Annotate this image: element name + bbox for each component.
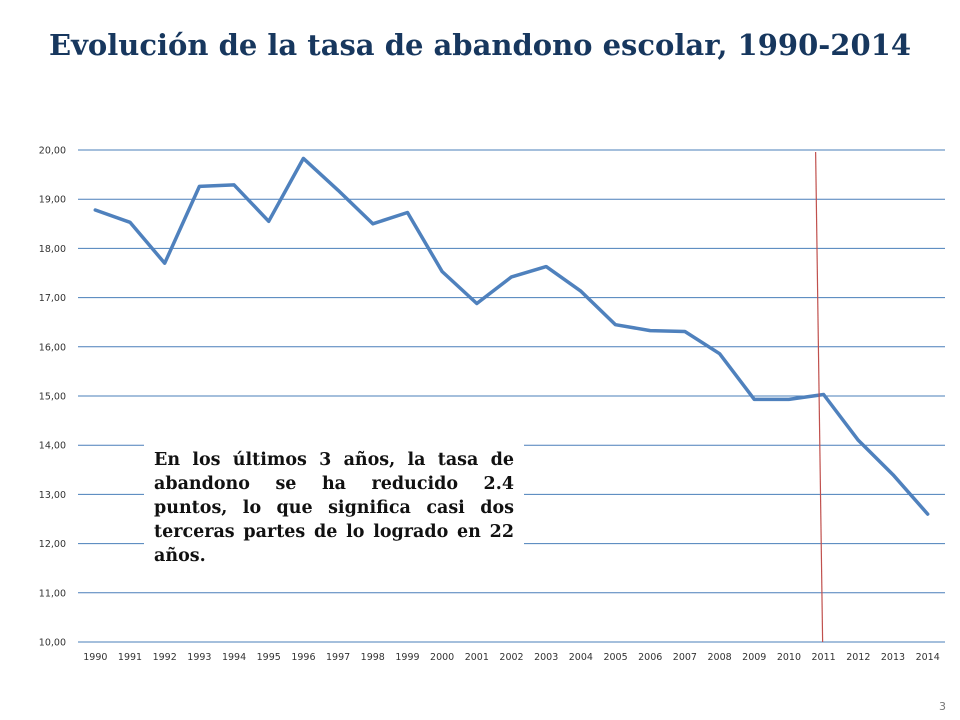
slide-title: Evolución de la tasa de abandono escolar… — [48, 28, 912, 62]
y-tick-label: 20,00 — [39, 146, 66, 157]
x-tick-label: 2003 — [534, 652, 558, 663]
x-tick-label: 1997 — [326, 652, 350, 663]
y-tick-label: 19,00 — [39, 195, 66, 206]
page-number: 3 — [939, 700, 946, 713]
x-tick-label: 1996 — [291, 652, 315, 663]
x-tick-label: 1995 — [257, 652, 281, 663]
x-tick-label: 2004 — [569, 652, 593, 663]
y-tick-label: 18,00 — [39, 244, 66, 255]
x-tick-label: 2010 — [777, 652, 801, 663]
y-tick-label: 12,00 — [39, 539, 66, 550]
x-tick-label: 1990 — [83, 652, 107, 663]
x-tick-label: 2005 — [603, 652, 627, 663]
x-tick-label: 2007 — [673, 652, 697, 663]
x-tick-label: 2001 — [465, 652, 489, 663]
x-tick-label: 2000 — [430, 652, 454, 663]
x-tick-label: 1993 — [187, 652, 211, 663]
y-tick-label: 16,00 — [39, 342, 66, 353]
annotation-marker-line — [815, 151, 824, 643]
y-tick-label: 14,00 — [39, 441, 66, 452]
y-tick-label: 13,00 — [39, 490, 66, 501]
x-tick-label: 1998 — [361, 652, 385, 663]
x-tick-label: 2009 — [742, 652, 766, 663]
x-tick-label: 2013 — [881, 652, 905, 663]
y-tick-label: 15,00 — [39, 392, 66, 403]
x-tick-label: 2002 — [499, 652, 523, 663]
x-tick-label: 2008 — [707, 652, 731, 663]
x-tick-label: 1992 — [153, 652, 177, 663]
x-tick-label: 1994 — [222, 652, 246, 663]
annotation-text-box: En los últimos 3 años, la tasa de abando… — [144, 442, 524, 572]
series-line — [93, 156, 930, 516]
x-tick-label: 1991 — [118, 652, 142, 663]
x-tick-label: 2014 — [916, 652, 940, 663]
x-tick-label: 2011 — [812, 652, 836, 663]
x-tick-label: 2006 — [638, 652, 662, 663]
y-tick-label: 10,00 — [39, 638, 66, 649]
y-tick-label: 11,00 — [39, 588, 66, 599]
x-tick-label: 2012 — [846, 652, 870, 663]
y-tick-label: 17,00 — [39, 293, 66, 304]
x-tick-label: 1999 — [395, 652, 419, 663]
